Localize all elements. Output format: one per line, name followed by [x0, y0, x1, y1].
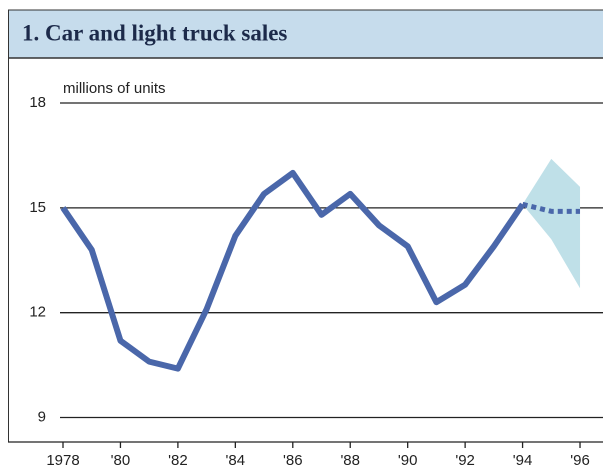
x-tick-label: '80	[111, 452, 131, 467]
title-band	[8, 10, 603, 58]
x-tick-label: 1978	[46, 452, 79, 467]
y-tick-label: 12	[29, 304, 46, 321]
y-tick-label: 9	[38, 409, 46, 426]
y-tick-label: 18	[29, 94, 46, 111]
series-line	[521, 201, 581, 214]
x-tick-label: '94	[513, 452, 533, 467]
y-tick-label: 15	[29, 199, 46, 216]
x-tick-label: '88	[340, 452, 360, 467]
x-tick-label: '86	[283, 452, 303, 467]
chart-title: 1. Car and light truck sales	[22, 20, 287, 45]
x-tick-label: '92	[455, 452, 475, 467]
x-tick-label: '84	[226, 452, 246, 467]
series-line	[60, 169, 526, 372]
forecast-band	[522, 158, 581, 289]
x-tick-label: '96	[570, 452, 590, 467]
x-tick-label: '82	[168, 452, 188, 467]
y-axis-label: millions of units	[63, 80, 166, 97]
x-tick-label: '90	[398, 452, 418, 467]
